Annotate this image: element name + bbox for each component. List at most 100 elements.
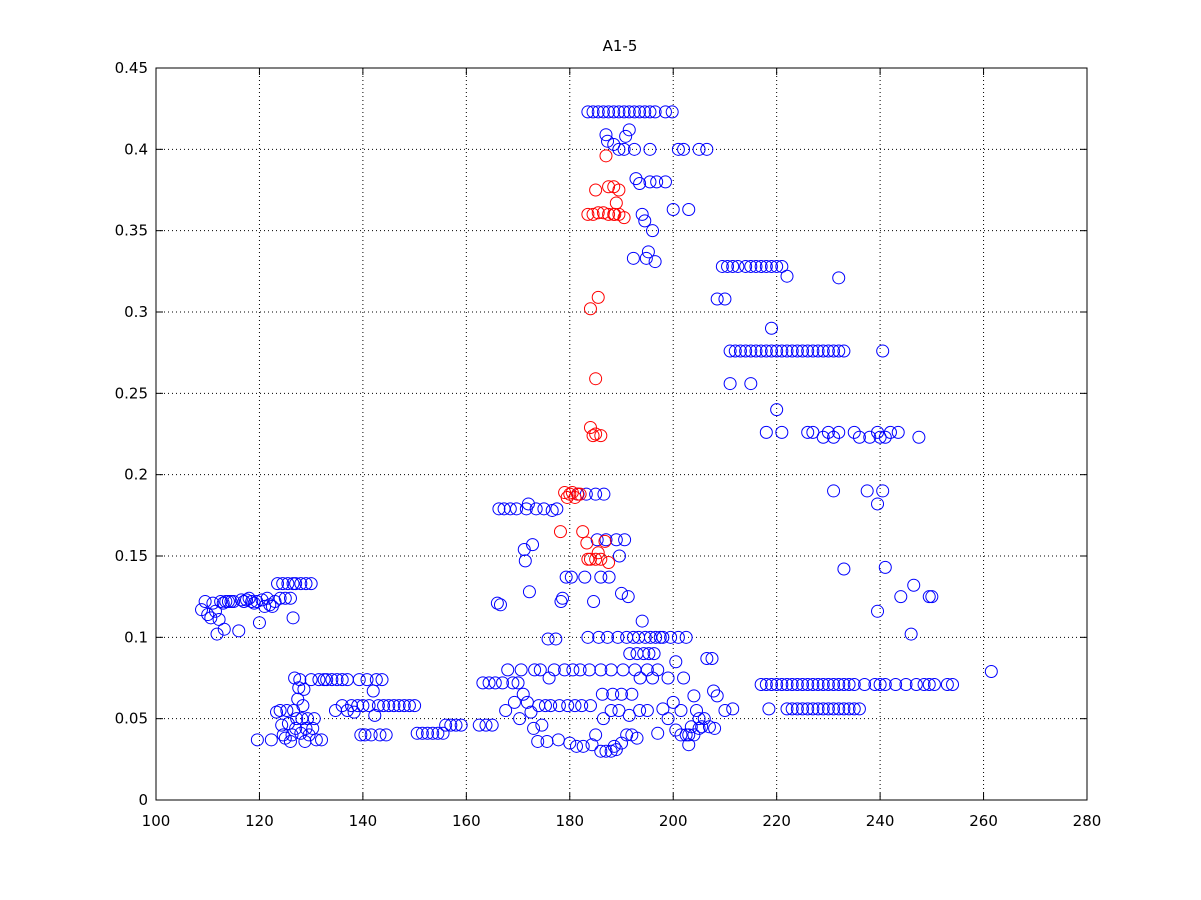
data-point xyxy=(558,663,572,677)
data-point xyxy=(595,687,609,701)
data-point xyxy=(304,673,318,687)
data-point xyxy=(656,630,670,644)
data-point xyxy=(590,533,604,547)
data-point xyxy=(764,259,778,273)
data-point xyxy=(371,699,385,713)
data-point xyxy=(806,425,820,439)
data-point xyxy=(299,721,313,735)
data-point xyxy=(377,699,391,713)
data-point xyxy=(273,704,287,718)
data-point xyxy=(801,702,815,716)
data-point xyxy=(606,687,620,701)
data-point xyxy=(589,372,603,386)
data-point xyxy=(612,183,626,197)
data-point xyxy=(669,655,683,669)
data-point xyxy=(806,678,820,692)
data-point xyxy=(214,595,228,609)
data-point xyxy=(347,705,361,719)
data-point xyxy=(827,430,841,444)
data-point xyxy=(581,105,595,119)
data-point xyxy=(289,721,303,735)
data-point xyxy=(234,593,248,607)
data-point xyxy=(922,590,936,604)
data-point xyxy=(863,430,877,444)
data-point xyxy=(679,630,693,644)
data-point xyxy=(604,744,618,758)
data-point xyxy=(708,721,722,735)
data-point xyxy=(622,708,636,722)
data-point xyxy=(594,744,608,758)
data-point xyxy=(280,704,294,718)
data-point xyxy=(718,292,732,306)
data-point xyxy=(665,105,679,119)
data-point xyxy=(780,678,794,692)
data-point xyxy=(397,699,411,713)
data-point xyxy=(651,726,665,740)
data-point xyxy=(550,502,564,516)
data-point xyxy=(564,570,578,584)
data-point xyxy=(674,704,688,718)
data-point xyxy=(553,525,567,539)
data-point xyxy=(587,595,601,609)
data-point xyxy=(852,430,866,444)
data-point xyxy=(541,632,555,646)
data-point xyxy=(285,728,299,742)
data-point xyxy=(325,673,339,687)
data-point xyxy=(785,678,799,692)
data-point xyxy=(599,744,613,758)
data-point xyxy=(639,251,653,265)
data-point xyxy=(581,630,595,644)
data-point xyxy=(612,549,626,563)
data-point xyxy=(206,596,220,610)
data-point xyxy=(611,630,625,644)
data-point xyxy=(578,570,592,584)
data-point xyxy=(876,484,890,498)
data-point xyxy=(658,175,672,189)
data-point xyxy=(485,718,499,732)
data-point xyxy=(335,699,349,713)
data-point xyxy=(538,699,552,713)
data-point xyxy=(661,671,675,685)
data-point xyxy=(728,344,742,358)
data-point xyxy=(290,712,304,726)
data-point xyxy=(560,490,574,504)
data-point xyxy=(648,105,662,119)
data-point xyxy=(528,663,542,677)
data-point xyxy=(373,728,387,742)
data-point xyxy=(615,586,628,600)
data-point xyxy=(496,676,510,690)
data-point xyxy=(362,699,376,713)
data-point xyxy=(726,702,740,716)
data-point xyxy=(837,344,851,358)
data-point xyxy=(775,344,789,358)
data-point xyxy=(304,577,318,591)
data-point xyxy=(275,718,289,732)
data-point xyxy=(511,676,525,690)
data-point xyxy=(561,699,575,713)
data-point xyxy=(627,105,641,119)
data-point xyxy=(907,578,921,592)
data-point xyxy=(408,699,422,713)
data-point xyxy=(245,595,259,609)
data-point xyxy=(682,203,696,217)
data-point xyxy=(602,556,616,570)
data-point xyxy=(360,673,374,687)
data-point xyxy=(871,497,885,511)
data-point xyxy=(821,678,835,692)
data-point xyxy=(527,721,541,735)
data-point xyxy=(790,344,804,358)
data-point xyxy=(570,739,584,753)
data-point xyxy=(449,718,463,732)
data-point xyxy=(583,699,597,713)
data-point xyxy=(692,142,706,156)
data-point xyxy=(580,536,594,550)
data-point xyxy=(780,269,794,283)
data-point xyxy=(630,731,644,745)
data-point xyxy=(643,175,657,189)
data-point xyxy=(602,105,616,119)
data-point xyxy=(682,728,696,742)
data-point xyxy=(602,207,616,221)
data-point xyxy=(635,614,649,628)
data-point xyxy=(754,344,768,358)
